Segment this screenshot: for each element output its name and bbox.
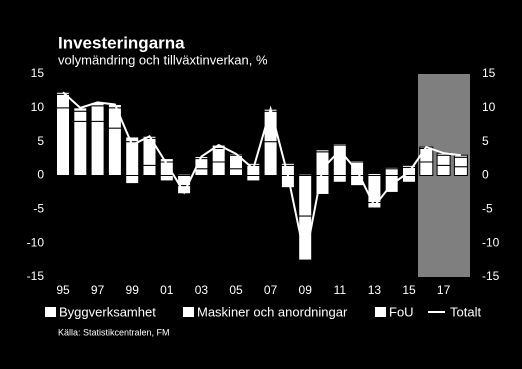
bar-segment: [159, 175, 174, 182]
bar-segment: [367, 172, 382, 177]
bar-segment: [332, 143, 347, 146]
total-line: [62, 91, 462, 259]
chart-subtitle: volymändring och tillväxtinverkan, %: [58, 52, 268, 67]
bar-segment: [436, 164, 451, 177]
bar-segment: [419, 161, 434, 176]
source: Källa: Statistikcentralen, FM: [58, 327, 170, 337]
y2-tick-label: 0: [482, 168, 489, 182]
x-tick-label: 17: [437, 283, 451, 297]
bar-segment: [263, 141, 278, 177]
y2-tick-label: 10: [482, 100, 496, 114]
bar-segment: [298, 175, 313, 217]
y2-tick-label: -5: [482, 202, 493, 216]
bar-segment: [332, 175, 347, 183]
y-tick-label: 10: [31, 100, 45, 114]
bar-segment: [90, 120, 105, 177]
bar-segment: [125, 175, 140, 185]
x-tick-label: 05: [229, 283, 243, 297]
y2-tick-label: -10: [482, 235, 500, 249]
y-tick-label: 0: [37, 168, 44, 182]
bar-segment: [384, 166, 399, 170]
y-tick-label: -10: [27, 235, 45, 249]
bar-segment: [453, 156, 468, 168]
bar-segment: [453, 166, 468, 177]
x-tick-label: 03: [195, 283, 209, 297]
x-tick-label: 09: [299, 283, 313, 297]
bar-segment: [125, 141, 140, 177]
y-tick-label: -15: [27, 269, 45, 283]
y-tick-label: 5: [37, 134, 44, 148]
bar-segment: [298, 173, 313, 177]
x-tick-label: 13: [368, 283, 382, 297]
x-tick-label: 01: [160, 283, 174, 297]
bar-segment: [298, 215, 313, 261]
bar-segment: [280, 162, 295, 166]
legend-label: Maskiner och anordningar: [197, 304, 348, 319]
bar-segment: [159, 158, 174, 163]
bar-segment: [73, 120, 88, 177]
bar-segment: [107, 107, 122, 129]
legend-label: FoU: [389, 304, 414, 319]
bar-segment: [56, 107, 70, 176]
y2-tick-label: -15: [482, 269, 500, 283]
y-tick-label: 15: [31, 66, 45, 80]
chart-title: Investeringarna: [58, 33, 185, 52]
legend-swatch: [183, 307, 194, 317]
y2-tick-label: 5: [482, 134, 489, 148]
bar-segment: [211, 161, 226, 176]
bar-segment: [436, 154, 451, 166]
x-tick-label: 15: [402, 283, 416, 297]
bar-segment: [211, 147, 226, 163]
legend-swatch: [375, 307, 386, 317]
x-tick-label: 97: [91, 283, 105, 297]
bar-segment: [142, 164, 157, 177]
bar-segment: [177, 173, 192, 177]
y2-tick-label: 15: [482, 66, 496, 80]
x-tick-label: 11: [334, 283, 347, 297]
bar-segment: [315, 149, 330, 153]
bar-segment: [350, 160, 365, 163]
y-tick-label: -5: [33, 202, 44, 216]
bar-segment: [125, 136, 140, 143]
bar-segment: [194, 168, 209, 177]
legend-label: Byggverksamhet: [59, 304, 156, 319]
legend-label: Totalt: [450, 304, 481, 319]
legend-swatch: [45, 307, 56, 317]
bar-segment: [107, 127, 122, 176]
bar-segment: [246, 175, 261, 182]
bar-segment: [384, 168, 399, 177]
bar-segment: [402, 164, 416, 168]
bar-segment: [90, 105, 105, 122]
bar-segment: [229, 168, 243, 177]
x-tick-label: 99: [126, 283, 140, 297]
x-tick-label: 95: [56, 283, 70, 297]
x-tick-label: 07: [264, 283, 278, 297]
bar-segment: [73, 110, 88, 122]
